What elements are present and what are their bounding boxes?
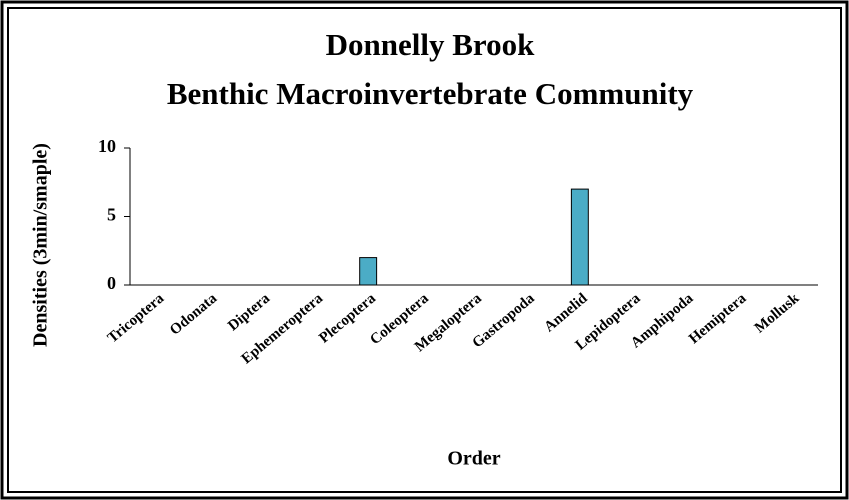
x-axis-label: Order: [447, 448, 500, 470]
bar: [570, 188, 589, 286]
inner-frame: [7, 7, 842, 493]
y-tick-label: 5: [107, 205, 116, 225]
y-tick-label: 10: [98, 136, 116, 156]
chart-title: Benthic Macroinvertebrate Community: [167, 76, 694, 111]
y-tick-label: 0: [107, 273, 116, 293]
bar: [359, 257, 378, 286]
chart-title: Donnelly Brook: [326, 27, 535, 62]
y-axis-label: Densities (3min/smaple): [30, 143, 52, 347]
